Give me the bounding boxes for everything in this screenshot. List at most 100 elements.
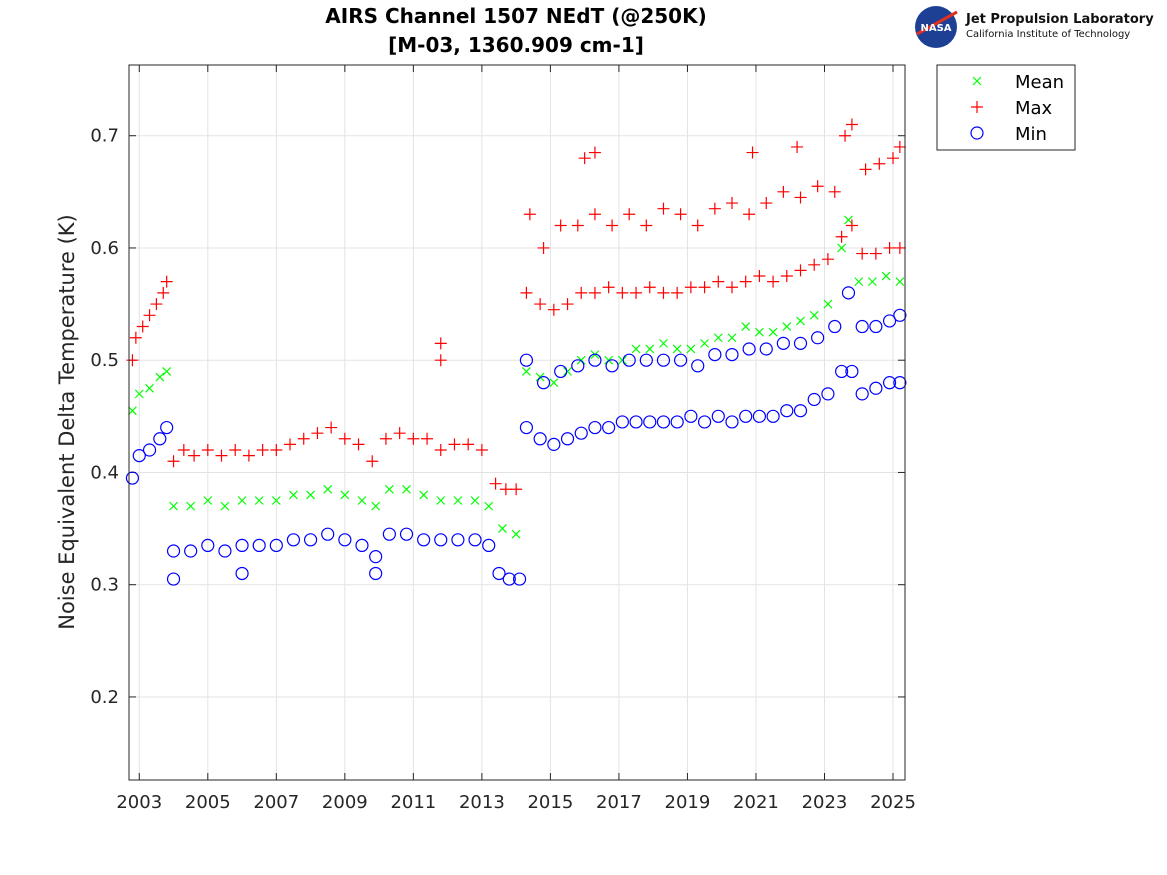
- mean-point: [854, 277, 864, 287]
- mean-point: [289, 490, 298, 500]
- min-point: [869, 319, 883, 334]
- mean-point: [521, 367, 531, 376]
- max-point: [684, 281, 697, 294]
- max-point: [475, 444, 488, 456]
- max-point: [571, 219, 584, 232]
- min-point: [451, 533, 465, 547]
- min-point: [869, 381, 883, 395]
- x-tick-label: 2009: [322, 792, 368, 813]
- mean-point: [809, 310, 819, 320]
- mean-point: [134, 389, 144, 399]
- max-point: [674, 208, 687, 221]
- max-point: [767, 275, 780, 288]
- mean-point: [453, 496, 463, 505]
- max-point: [794, 264, 807, 277]
- min-point: [536, 376, 551, 390]
- max-point: [407, 432, 420, 445]
- max-point: [623, 208, 636, 221]
- max-point: [845, 219, 858, 232]
- max-point: [708, 202, 721, 215]
- max-point: [835, 230, 848, 243]
- min-point: [893, 376, 907, 390]
- max-point: [657, 286, 670, 299]
- min-point: [355, 538, 369, 553]
- max-point: [129, 331, 142, 344]
- y-tick-label: 0.6: [90, 238, 119, 259]
- mean-point: [868, 277, 877, 287]
- max-point: [859, 163, 872, 176]
- min-point: [492, 566, 506, 581]
- mean-point: [384, 484, 394, 494]
- legend-box: [936, 64, 1076, 151]
- max-point: [578, 152, 591, 165]
- max-point: [606, 219, 619, 232]
- min-point: [201, 538, 215, 553]
- jpl-name: Jet Propulsion Laboratory: [966, 12, 1154, 27]
- mean-point: [727, 333, 737, 343]
- x-tick-label: 2011: [390, 792, 436, 813]
- mean-point: [895, 277, 905, 287]
- x-tick-label: 2013: [459, 792, 505, 813]
- min-point: [417, 533, 431, 547]
- y-tick-label: 0.4: [90, 462, 119, 483]
- mean-point: [713, 333, 723, 343]
- mean-point: [128, 406, 137, 416]
- min-point: [807, 392, 821, 407]
- min-point: [153, 432, 167, 446]
- max-point: [462, 438, 475, 451]
- min-point: [382, 527, 396, 541]
- max-point: [434, 444, 447, 456]
- min-point: [434, 533, 448, 547]
- legend-label-min: Min: [1015, 124, 1047, 145]
- max-point: [873, 157, 886, 170]
- x-tick-label: 2021: [733, 792, 779, 813]
- max-point: [157, 286, 170, 299]
- mean-point: [511, 529, 521, 539]
- min-point: [776, 336, 790, 350]
- max-point: [777, 185, 790, 198]
- mean-point: [672, 344, 682, 354]
- mean-point: [563, 367, 572, 376]
- min-point: [684, 409, 698, 423]
- mean-point: [357, 496, 367, 505]
- mean-point: [203, 496, 213, 505]
- legend-label-max: Max: [1015, 98, 1053, 119]
- max-point: [725, 281, 738, 294]
- mean-point: [844, 215, 853, 225]
- mean-point: [754, 327, 764, 337]
- max-point: [534, 298, 547, 311]
- mean-point: [145, 383, 154, 393]
- y-tick-label: 0.2: [90, 687, 119, 708]
- max-point: [698, 281, 711, 294]
- max-point: [229, 444, 242, 456]
- max-point: [297, 432, 310, 445]
- min-point: [519, 420, 534, 435]
- min-point: [554, 364, 568, 379]
- mean-point: [254, 496, 264, 505]
- max-point: [856, 247, 869, 260]
- max-point: [753, 270, 766, 283]
- mean-point: [631, 344, 641, 354]
- min-point: [828, 319, 842, 334]
- mean-point: [659, 338, 668, 348]
- max-point: [739, 275, 752, 288]
- y-axis-label: Noise Equivalent Delta Temperature (K): [55, 214, 79, 630]
- max-point: [657, 202, 670, 215]
- max-point: [136, 320, 149, 333]
- mean-point: [470, 496, 480, 505]
- max-point: [434, 337, 447, 350]
- min-point: [235, 566, 249, 581]
- min-point: [708, 347, 722, 362]
- max-point: [893, 140, 906, 153]
- mean-point: [881, 271, 891, 281]
- min-point: [269, 538, 283, 553]
- min-point: [166, 544, 181, 558]
- max-point: [325, 421, 338, 434]
- max-point: [821, 253, 834, 266]
- min-point: [482, 538, 496, 553]
- max-point: [256, 444, 269, 456]
- min-point: [855, 387, 869, 401]
- max-point: [883, 241, 896, 254]
- max-point: [725, 197, 738, 210]
